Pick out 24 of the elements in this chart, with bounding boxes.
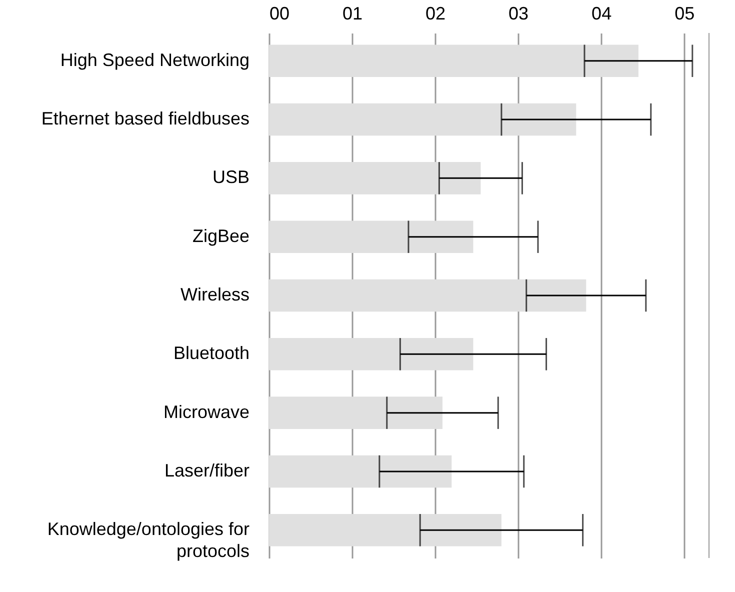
- x-tick-label: 04: [592, 4, 612, 24]
- bar: [269, 338, 474, 370]
- bar: [269, 514, 502, 546]
- bar: [269, 220, 474, 253]
- x-tick-label: 00: [270, 4, 290, 24]
- y-tick-label: Laser/fiber: [164, 460, 250, 480]
- y-tick-label: USB: [212, 167, 250, 188]
- y-tick-label: Microwave: [163, 402, 250, 422]
- y-tick-label: Bluetooth: [173, 343, 250, 364]
- bar: [269, 455, 452, 488]
- y-tick-label: High Speed Networking: [60, 50, 250, 70]
- y-tick-label: Ethernet based fieldbuses: [41, 108, 250, 129]
- x-tick-label: 01: [342, 4, 363, 24]
- x-tick-label: 02: [426, 4, 446, 24]
- bar: [269, 44, 638, 77]
- bar: [269, 103, 576, 136]
- bar: [269, 396, 443, 429]
- y-tick-label: Knowledge/ontologies for protocols: [47, 519, 250, 562]
- y-tick-label: Wireless: [180, 284, 250, 304]
- x-tick-label: 03: [508, 4, 529, 24]
- bar: [269, 279, 586, 312]
- x-tick-label: 05: [674, 4, 695, 24]
- y-tick-label: ZigBee: [192, 226, 250, 246]
- bar: [269, 162, 481, 194]
